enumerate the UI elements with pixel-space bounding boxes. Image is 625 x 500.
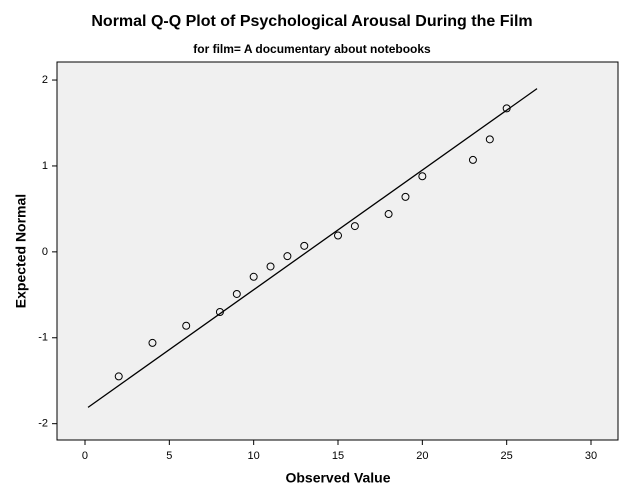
y-axis-label: Expected Normal (13, 194, 29, 308)
x-tick-label: 15 (332, 450, 344, 462)
reference-line (87, 88, 538, 408)
point (249, 272, 258, 281)
x-tick-label: 10 (248, 450, 260, 462)
point (401, 192, 410, 201)
point (384, 210, 393, 219)
y-tick-label: 0 (42, 246, 48, 258)
plot-area (56, 61, 619, 441)
point (215, 307, 224, 316)
point (182, 321, 191, 330)
point (468, 155, 477, 164)
y-tick-label: 2 (42, 74, 48, 86)
point (502, 104, 511, 113)
chart-title: Normal Q-Q Plot of Psychological Arousal… (91, 13, 532, 30)
point (148, 338, 157, 347)
y-tick-label: -2 (38, 418, 48, 430)
point (114, 372, 123, 381)
x-tick-label: 30 (585, 450, 597, 462)
y-tick-label: -1 (38, 332, 48, 344)
point (334, 231, 343, 240)
point (485, 135, 494, 144)
x-tick-label: 5 (166, 450, 172, 462)
point (283, 252, 292, 261)
point (232, 289, 241, 298)
x-tick-label: 25 (501, 450, 513, 462)
point (350, 222, 359, 231)
x-axis-label: Observed Value (285, 470, 390, 486)
y-tick-label: 1 (42, 160, 48, 172)
point (418, 172, 427, 181)
x-tick-label: 0 (82, 450, 88, 462)
point (266, 262, 275, 271)
point (300, 241, 309, 250)
x-tick-label: 20 (416, 450, 428, 462)
chart-subtitle: for film= A documentary about notebooks (193, 42, 431, 56)
